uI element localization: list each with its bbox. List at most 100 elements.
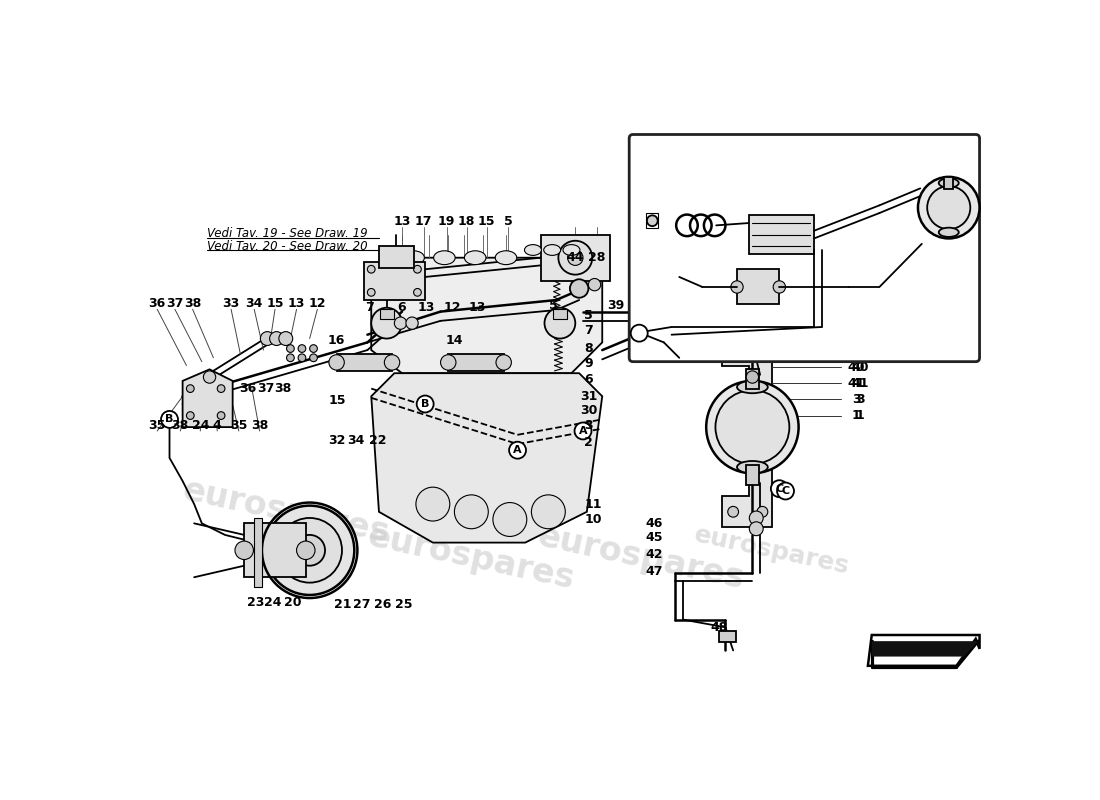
Circle shape <box>295 535 326 566</box>
Bar <box>254 518 262 587</box>
Text: 6: 6 <box>398 302 406 314</box>
Circle shape <box>688 318 702 332</box>
Text: 19: 19 <box>438 215 455 228</box>
Bar <box>378 246 414 268</box>
Circle shape <box>417 395 433 413</box>
Bar <box>379 309 394 319</box>
Circle shape <box>367 266 375 273</box>
Text: 13: 13 <box>418 302 436 314</box>
Text: 41: 41 <box>848 377 865 390</box>
Circle shape <box>728 345 738 355</box>
FancyBboxPatch shape <box>629 134 980 362</box>
Circle shape <box>715 390 790 464</box>
Text: 15: 15 <box>848 344 865 357</box>
Circle shape <box>630 325 648 342</box>
Bar <box>646 213 659 229</box>
Circle shape <box>329 354 344 370</box>
Ellipse shape <box>938 228 959 237</box>
Text: 47: 47 <box>860 306 876 317</box>
Text: 38: 38 <box>251 419 268 432</box>
Circle shape <box>730 281 744 293</box>
Text: 9: 9 <box>584 358 593 370</box>
Circle shape <box>574 422 592 439</box>
Circle shape <box>927 186 970 230</box>
Text: 25: 25 <box>395 598 412 610</box>
Text: 18: 18 <box>458 215 475 228</box>
Circle shape <box>367 289 375 296</box>
Text: eurospares: eurospares <box>365 520 578 596</box>
Circle shape <box>777 482 794 499</box>
Circle shape <box>757 506 768 517</box>
Ellipse shape <box>543 245 561 255</box>
Text: 54: 54 <box>924 168 939 178</box>
Circle shape <box>384 354 399 370</box>
Circle shape <box>493 502 527 537</box>
Circle shape <box>647 215 658 226</box>
Circle shape <box>416 487 450 521</box>
Polygon shape <box>871 641 978 657</box>
Circle shape <box>298 354 306 362</box>
Polygon shape <box>722 334 772 527</box>
Circle shape <box>265 506 354 595</box>
Text: 28: 28 <box>588 251 605 264</box>
Ellipse shape <box>403 250 425 265</box>
Text: 7: 7 <box>365 302 374 314</box>
Text: 24: 24 <box>264 596 282 609</box>
Text: 57: 57 <box>634 205 649 215</box>
Text: 24: 24 <box>191 419 209 432</box>
Text: 27: 27 <box>353 598 371 610</box>
Bar <box>553 309 566 319</box>
Text: 36: 36 <box>240 382 256 395</box>
Text: 47: 47 <box>646 566 663 578</box>
Text: 43: 43 <box>630 299 648 312</box>
Circle shape <box>286 354 295 362</box>
Text: 15: 15 <box>851 344 869 357</box>
Circle shape <box>771 480 788 497</box>
Circle shape <box>187 412 195 419</box>
Text: 17: 17 <box>415 215 432 228</box>
Circle shape <box>372 308 402 338</box>
Circle shape <box>406 317 418 330</box>
Text: 3: 3 <box>852 393 860 406</box>
Ellipse shape <box>563 245 580 255</box>
Text: 45: 45 <box>646 530 663 544</box>
Circle shape <box>310 354 318 362</box>
Circle shape <box>509 442 526 458</box>
Text: 11: 11 <box>584 498 602 510</box>
Text: 36: 36 <box>148 298 166 310</box>
Circle shape <box>310 345 318 353</box>
Text: C: C <box>635 328 643 338</box>
Bar <box>337 354 392 371</box>
Text: 56: 56 <box>952 168 967 178</box>
Circle shape <box>278 332 293 346</box>
Bar <box>719 631 736 642</box>
Text: 51: 51 <box>872 168 887 178</box>
Bar <box>746 370 759 390</box>
Text: C: C <box>781 486 790 496</box>
Ellipse shape <box>737 461 768 474</box>
Text: 4: 4 <box>213 419 221 432</box>
Bar <box>749 215 814 254</box>
Ellipse shape <box>495 250 517 265</box>
Text: 50: 50 <box>713 272 728 282</box>
Circle shape <box>235 541 253 559</box>
Text: 51: 51 <box>711 259 725 269</box>
Circle shape <box>544 308 575 338</box>
Bar <box>944 177 954 189</box>
Text: 14: 14 <box>446 334 463 347</box>
Polygon shape <box>372 258 603 373</box>
Text: 15: 15 <box>329 394 346 406</box>
Text: 21: 21 <box>334 598 352 610</box>
Text: 6: 6 <box>584 373 593 386</box>
Circle shape <box>286 345 295 353</box>
Text: 46: 46 <box>646 517 663 530</box>
Text: 2: 2 <box>584 436 593 449</box>
Ellipse shape <box>737 381 768 394</box>
Circle shape <box>757 345 768 355</box>
Text: 31: 31 <box>580 390 597 403</box>
Text: 35: 35 <box>230 419 248 432</box>
Ellipse shape <box>433 250 455 265</box>
Text: 29: 29 <box>653 299 671 312</box>
Text: 49: 49 <box>712 306 727 317</box>
Circle shape <box>298 345 306 353</box>
